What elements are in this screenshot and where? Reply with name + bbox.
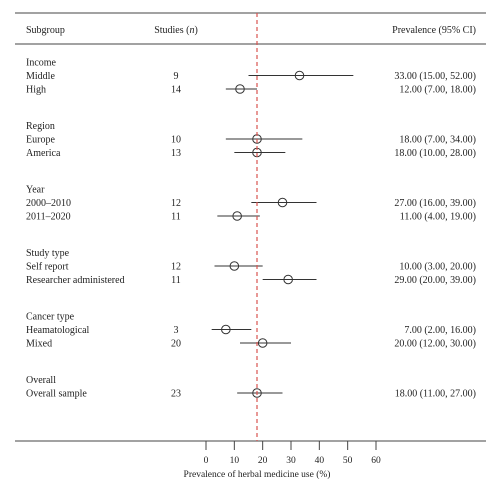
row-prevalence-ci: 18.00 (10.00, 28.00) [394, 148, 476, 159]
x-tick-label: 50 [343, 456, 353, 466]
row-studies-count: 13 [171, 148, 181, 159]
row-studies-count: 23 [171, 389, 181, 400]
point-estimate [229, 261, 240, 271]
plot-area: Income Middle 9 33.00 (15.00, 52.00) High 14 1… [26, 13, 476, 480]
group-heading: Overall [26, 375, 56, 386]
row-prevalence-ci: 11.00 (4.00, 19.00) [400, 212, 476, 223]
row-prevalence-ci: 7.00 (2.00, 16.00) [404, 325, 476, 336]
row-prevalence-ci: 20.00 (12.00, 30.00) [394, 339, 476, 350]
x-tick-label: 20 [258, 456, 268, 466]
x-tick-label: 40 [315, 456, 325, 466]
x-tick-label: 60 [371, 456, 381, 466]
x-tick-label: 10 [230, 456, 240, 466]
point-estimate [277, 197, 288, 208]
row-label: Researcher administered [26, 275, 125, 286]
row-studies-count: 12 [171, 198, 181, 209]
point-estimate [252, 388, 262, 398]
row-label: Self report [26, 262, 69, 273]
x-tick-label: 30 [286, 456, 296, 466]
row-label: Mixed [26, 339, 52, 350]
group-heading: Year [26, 185, 45, 196]
row-studies-count: 11 [171, 275, 181, 286]
row-label: Heamatological [26, 325, 90, 336]
header-subgroup: Subgroup [26, 25, 65, 36]
row-prevalence-ci: 29.00 (20.00, 39.00) [394, 275, 476, 286]
header-studies-n: n [189, 25, 194, 36]
point-estimate [257, 338, 268, 348]
group-heading: Cancer type [26, 312, 75, 323]
point-estimate [283, 274, 293, 285]
row-prevalence-ci: 18.00 (7.00, 34.00) [399, 135, 476, 146]
group-heading: Study type [26, 248, 70, 259]
row-prevalence-ci: 12.00 (7.00, 18.00) [399, 85, 476, 96]
header-studies-label: Studies ( [154, 25, 190, 36]
row-prevalence-ci: 10.00 (3.00, 20.00) [399, 262, 476, 273]
header-prevalence: Prevalence (95% CI) [392, 25, 476, 36]
row-prevalence-ci: 18.00 (11.00, 27.00) [395, 389, 476, 400]
point-estimate [221, 324, 231, 335]
row-label: Middle [26, 71, 55, 82]
point-estimate [232, 211, 242, 221]
row-studies-count: 3 [174, 325, 179, 336]
row-label: High [26, 85, 46, 96]
header-studies: Studies (n) [154, 25, 198, 36]
row-label: 2011–2020 [26, 212, 71, 223]
row-studies-count: 10 [171, 135, 181, 146]
row-label: America [26, 148, 61, 159]
x-axis-label: Prevalence of herbal medicine use (%) [184, 469, 331, 480]
row-studies-count: 12 [171, 262, 181, 273]
row-label: Europe [26, 135, 55, 146]
group-heading: Income [26, 58, 57, 69]
row-label: 2000–2010 [26, 198, 71, 209]
row-studies-count: 20 [171, 339, 181, 350]
row-studies-count: 14 [171, 85, 181, 96]
row-studies-count: 11 [171, 212, 181, 223]
point-estimate [235, 84, 245, 94]
row-prevalence-ci: 27.00 (16.00, 39.00) [394, 198, 476, 209]
point-estimate [294, 70, 305, 81]
row-prevalence-ci: 33.00 (15.00, 52.00) [394, 71, 476, 82]
group-heading: Region [26, 121, 55, 132]
x-tick-label: 0 [204, 456, 209, 466]
row-studies-count: 9 [174, 71, 179, 82]
row-label: Overall sample [26, 389, 87, 400]
header-studies-close: ) [194, 25, 197, 36]
